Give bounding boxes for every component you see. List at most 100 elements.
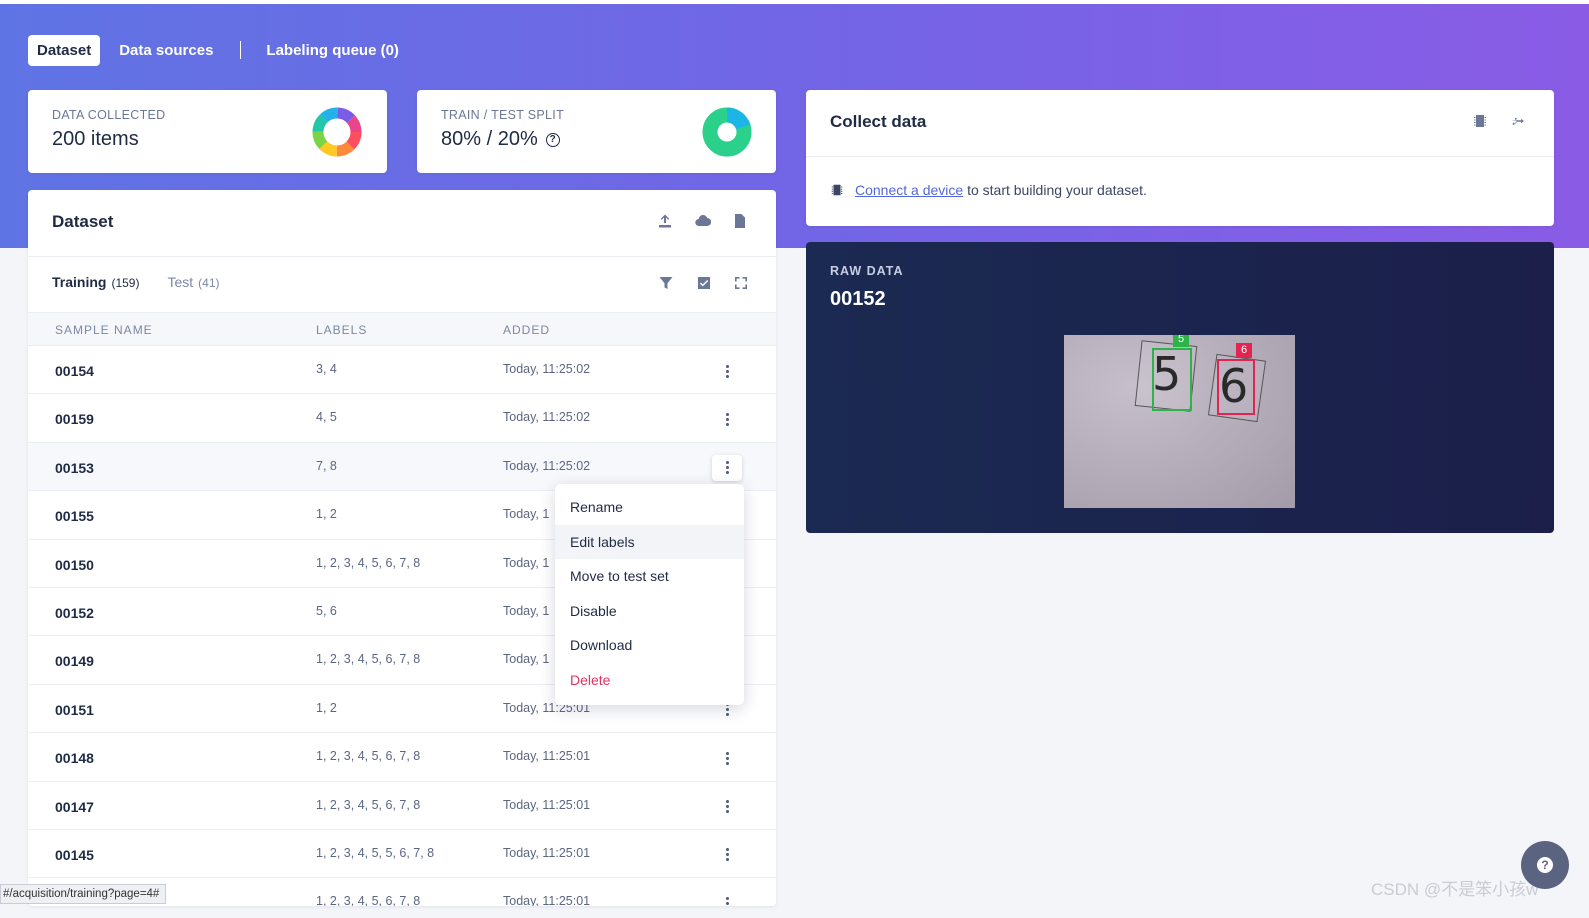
sample-labels: 1, 2, 3, 4, 5, 6, 7, 8 bbox=[316, 797, 421, 812]
menu-item-move-to-test-set[interactable]: Move to test set bbox=[570, 568, 669, 584]
sample-labels: 1, 2, 3, 4, 5, 6, 7, 8 bbox=[316, 652, 421, 667]
bounding-box[interactable] bbox=[1152, 348, 1192, 411]
usb-icon[interactable] bbox=[1507, 110, 1529, 132]
checkbox-icon[interactable] bbox=[693, 272, 715, 294]
sample-added: Today, 1 bbox=[503, 507, 550, 522]
dataset-title: Dataset bbox=[52, 212, 114, 231]
sample-labels: 1, 2, 3, 4, 5, 5, 6, 7, 8 bbox=[316, 845, 435, 860]
question-circle-icon[interactable]: ? bbox=[545, 133, 560, 147]
sample-name: 00145 bbox=[55, 846, 94, 863]
sample-added: Today, 11:25:01 bbox=[503, 797, 591, 812]
more-options-icon[interactable] bbox=[712, 794, 742, 820]
menu-item-disable[interactable]: Disable bbox=[570, 602, 617, 619]
tab-training-count: (159) bbox=[111, 276, 140, 290]
tab-training-label: Training bbox=[52, 274, 107, 290]
sample-name: 00153 bbox=[55, 459, 94, 476]
more-options-icon[interactable] bbox=[712, 890, 742, 906]
cloud-icon[interactable] bbox=[692, 210, 714, 232]
sample-name: 00152 bbox=[55, 604, 94, 621]
sample-name: 00147 bbox=[55, 798, 94, 815]
raw-data-label: RAW DATA bbox=[830, 264, 904, 278]
document-icon[interactable] bbox=[729, 210, 751, 232]
tab-data-sources[interactable]: Data sources bbox=[119, 41, 214, 59]
sample-added: Today, 11:25:01 bbox=[503, 749, 591, 764]
sample-added: Today, 1 bbox=[503, 603, 550, 618]
label-distribution-donut-icon bbox=[312, 107, 362, 157]
link-status-bar: #/acquisition/training?page=4# bbox=[0, 884, 167, 904]
tab-dataset[interactable]: Dataset bbox=[28, 34, 101, 66]
sample-name: 00150 bbox=[55, 556, 94, 573]
menu-item-edit-labels[interactable]: Edit labels bbox=[555, 524, 744, 559]
sample-name: 00154 bbox=[55, 363, 94, 379]
connect-device-link[interactable]: Connect a device bbox=[855, 182, 964, 198]
tab-test-count: (41) bbox=[198, 276, 220, 290]
sample-labels: 3, 4 bbox=[316, 362, 337, 376]
sample-added: Today, 1 bbox=[503, 652, 550, 667]
digit-text: 6 bbox=[1219, 359, 1249, 413]
table-row[interactable]: 00153 7, 8 Today, 11:25:02 bbox=[28, 442, 776, 492]
watermark: CSDN @不是笨小孩w bbox=[1371, 880, 1539, 899]
table-header: SAMPLE NAME LABELS ADDED bbox=[28, 312, 776, 346]
tab-test-label: Test bbox=[167, 274, 194, 290]
tab-training[interactable]: Training (159) bbox=[52, 274, 139, 290]
sample-added: Today, 1 bbox=[503, 555, 550, 570]
table-row[interactable]: 00145 1, 2, 3, 4, 5, 5, 6, 7, 8 Today, 1… bbox=[28, 829, 776, 879]
sample-added: Today, 11:25:02 bbox=[503, 410, 591, 425]
data-collected-card: DATA COLLECTED 200 items bbox=[28, 90, 387, 173]
upload-icon[interactable] bbox=[654, 210, 676, 232]
sample-name: 00155 bbox=[55, 508, 94, 525]
sample-labels: 1, 2, 3, 4, 5, 6, 7, 8 bbox=[316, 749, 421, 764]
data-collected-value: 200 items bbox=[52, 128, 139, 150]
column-labels[interactable]: LABELS bbox=[316, 323, 368, 337]
sample-added: Today, 11:25:02 bbox=[503, 458, 591, 473]
table-row[interactable]: 00154 3, 4 Today, 11:25:02 bbox=[28, 346, 776, 395]
more-options-icon[interactable] bbox=[712, 406, 742, 432]
sample-labels: 1, 2, 3, 4, 5, 6, 7, 8 bbox=[316, 555, 421, 570]
tab-test[interactable]: Test (41) bbox=[167, 274, 219, 290]
sample-image: 5 6 5 6 bbox=[1064, 335, 1295, 508]
sample-labels: 1, 2, 3, 4, 5, 6, 7, 8 bbox=[316, 894, 421, 906]
row-context-menu: Rename Edit labels Move to test set Disa… bbox=[555, 484, 744, 705]
connect-device-row: Connect a device to start building your … bbox=[830, 182, 1147, 198]
raw-data-panel: RAW DATA 00152 5 6 5 6 bbox=[806, 242, 1554, 533]
more-options-icon[interactable] bbox=[712, 358, 742, 384]
table-row[interactable]: 00147 1, 2, 3, 4, 5, 6, 7, 8 Today, 11:2… bbox=[28, 781, 776, 830]
sample-labels: 7, 8 bbox=[316, 458, 337, 473]
sample-name: 00151 bbox=[55, 701, 94, 718]
dataset-subtabs: Training (159) Test (41) bbox=[52, 274, 248, 290]
train-test-split-value-row: 80% / 20%? bbox=[441, 128, 560, 151]
nav-separator bbox=[240, 41, 242, 59]
sample-labels: 5, 6 bbox=[316, 603, 337, 618]
menu-item-rename[interactable]: Rename bbox=[570, 499, 623, 515]
expand-icon[interactable] bbox=[730, 272, 752, 294]
bounding-box-label: 5 bbox=[1173, 335, 1190, 347]
bounding-box-label: 6 bbox=[1236, 343, 1253, 358]
menu-item-download[interactable]: Download bbox=[570, 637, 633, 653]
more-options-icon[interactable] bbox=[712, 842, 742, 868]
chip-icon[interactable] bbox=[1469, 110, 1491, 132]
tab-labeling-queue[interactable]: Labeling queue (0) bbox=[266, 41, 399, 59]
digit-text: 5 bbox=[1152, 347, 1182, 401]
column-sample-name[interactable]: SAMPLE NAME bbox=[55, 323, 153, 337]
more-options-icon[interactable] bbox=[712, 454, 742, 481]
column-added[interactable]: ADDED bbox=[503, 323, 551, 337]
bounding-box[interactable] bbox=[1217, 359, 1255, 415]
sample-labels: 1, 2 bbox=[316, 507, 337, 522]
help-button[interactable]: ? bbox=[1521, 841, 1569, 889]
train-test-split-card: TRAIN / TEST SPLIT 80% / 20%? bbox=[417, 90, 776, 173]
table-row[interactable]: 00159 4, 5 Today, 11:25:02 bbox=[28, 394, 776, 443]
divider bbox=[28, 256, 776, 257]
sample-name: 00149 bbox=[55, 653, 94, 670]
split-donut-icon bbox=[702, 107, 752, 157]
menu-item-delete[interactable]: Delete bbox=[570, 671, 611, 688]
sample-labels: 1, 2 bbox=[316, 700, 337, 715]
chip-icon bbox=[831, 184, 843, 196]
table-row[interactable]: 00148 1, 2, 3, 4, 5, 6, 7, 8 Today, 11:2… bbox=[28, 733, 776, 782]
sample-added: Today, 11:25:01 bbox=[503, 845, 591, 860]
collect-data-title: Collect data bbox=[830, 112, 927, 131]
sample-name: 00148 bbox=[55, 750, 94, 767]
top-nav: Dataset Data sources Labeling queue (0) bbox=[28, 34, 418, 66]
question-icon: ? bbox=[1537, 857, 1553, 873]
filter-icon[interactable] bbox=[655, 272, 677, 294]
more-options-icon[interactable] bbox=[712, 745, 742, 771]
